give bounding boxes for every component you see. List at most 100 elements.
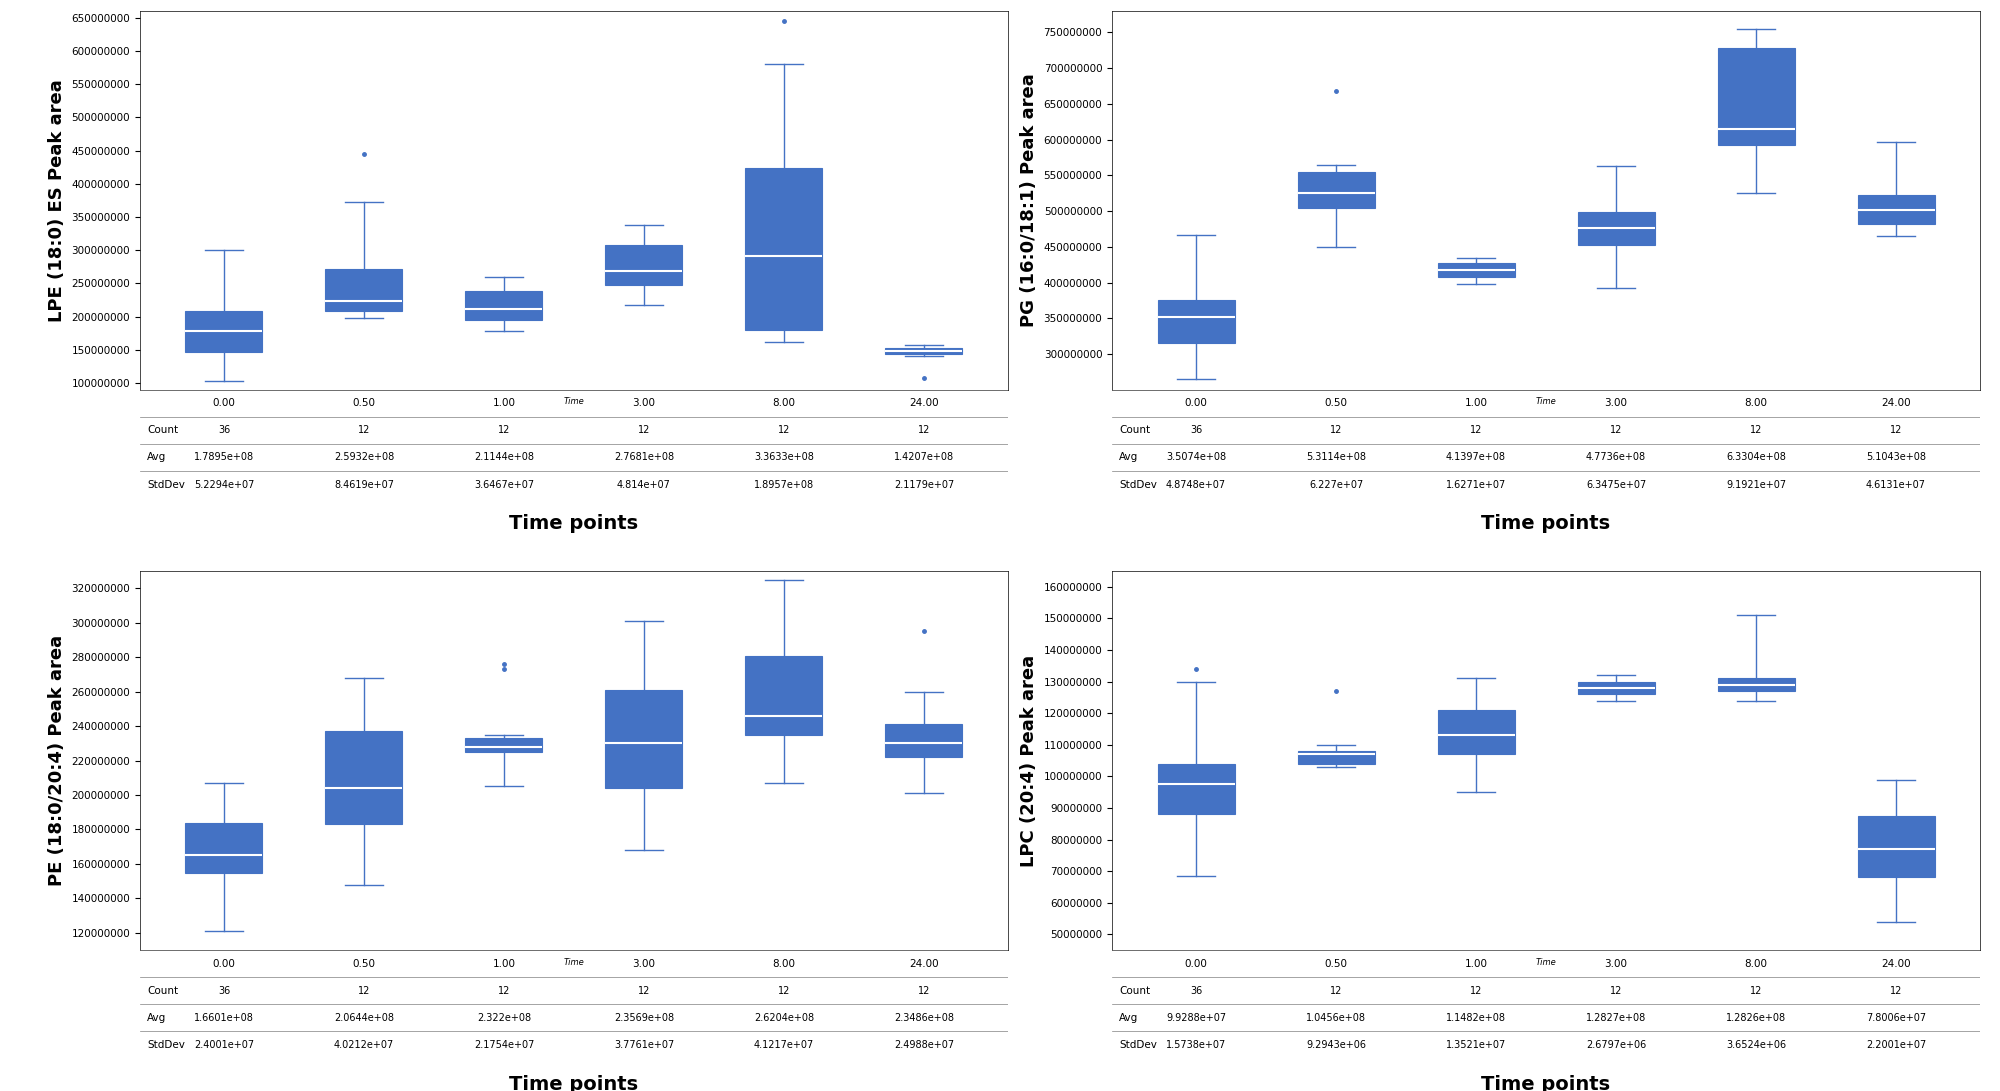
Text: 36: 36 xyxy=(218,425,230,435)
Text: 9.1921e+07: 9.1921e+07 xyxy=(1726,480,1786,490)
Text: 12: 12 xyxy=(1750,985,1762,996)
PathPatch shape xyxy=(1718,48,1794,145)
Y-axis label: LPE (18:0) ES Peak area: LPE (18:0) ES Peak area xyxy=(48,79,66,322)
Text: 3.00: 3.00 xyxy=(1604,398,1628,408)
Text: 0.50: 0.50 xyxy=(352,959,376,969)
Text: 12: 12 xyxy=(358,985,370,996)
Text: 12: 12 xyxy=(778,425,790,435)
Text: 8.00: 8.00 xyxy=(1744,959,1768,969)
Text: 2.7681e+08: 2.7681e+08 xyxy=(614,453,674,463)
Text: Avg: Avg xyxy=(146,1012,166,1022)
PathPatch shape xyxy=(746,168,822,329)
Text: 2.3486e+08: 2.3486e+08 xyxy=(894,1012,954,1022)
Text: Count: Count xyxy=(1120,425,1150,435)
Text: 1.00: 1.00 xyxy=(1464,398,1488,408)
Text: 2.2001e+07: 2.2001e+07 xyxy=(1866,1040,1926,1050)
Text: 1.00: 1.00 xyxy=(492,959,516,969)
Text: 2.322e+08: 2.322e+08 xyxy=(476,1012,532,1022)
Text: Count: Count xyxy=(146,985,178,996)
Text: 4.6131e+07: 4.6131e+07 xyxy=(1866,480,1926,490)
PathPatch shape xyxy=(466,739,542,752)
Text: 9.2943e+06: 9.2943e+06 xyxy=(1306,1040,1366,1050)
Text: 2.3569e+08: 2.3569e+08 xyxy=(614,1012,674,1022)
PathPatch shape xyxy=(1718,679,1794,691)
Text: 5.2294e+07: 5.2294e+07 xyxy=(194,480,254,490)
PathPatch shape xyxy=(326,731,402,825)
Text: Time points: Time points xyxy=(1482,514,1610,533)
Text: 2.1754e+07: 2.1754e+07 xyxy=(474,1040,534,1050)
Text: 12: 12 xyxy=(498,425,510,435)
Text: StdDev: StdDev xyxy=(1120,480,1156,490)
Text: 0.00: 0.00 xyxy=(212,398,236,408)
Text: 12: 12 xyxy=(918,425,930,435)
Text: Count: Count xyxy=(146,425,178,435)
PathPatch shape xyxy=(1858,194,1934,224)
PathPatch shape xyxy=(326,268,402,311)
Text: 6.3304e+08: 6.3304e+08 xyxy=(1726,453,1786,463)
Text: 12: 12 xyxy=(638,985,650,996)
PathPatch shape xyxy=(1438,710,1514,754)
Text: 12: 12 xyxy=(358,425,370,435)
Text: 1.7895e+08: 1.7895e+08 xyxy=(194,453,254,463)
Text: 8.00: 8.00 xyxy=(1744,398,1768,408)
PathPatch shape xyxy=(1158,764,1234,814)
PathPatch shape xyxy=(186,823,262,873)
Text: StdDev: StdDev xyxy=(1120,1040,1156,1050)
Text: 12: 12 xyxy=(1610,425,1622,435)
Text: 1.5738e+07: 1.5738e+07 xyxy=(1166,1040,1226,1050)
Text: 1.6271e+07: 1.6271e+07 xyxy=(1446,480,1506,490)
Text: 0.00: 0.00 xyxy=(1184,959,1208,969)
Text: 1.3521e+07: 1.3521e+07 xyxy=(1446,1040,1506,1050)
Text: 3.00: 3.00 xyxy=(632,398,656,408)
PathPatch shape xyxy=(746,656,822,734)
Y-axis label: PG (16:0/18:1) Peak area: PG (16:0/18:1) Peak area xyxy=(1020,73,1038,327)
Text: 8.00: 8.00 xyxy=(772,398,796,408)
PathPatch shape xyxy=(606,690,682,788)
Text: 5.3114e+08: 5.3114e+08 xyxy=(1306,453,1366,463)
Text: Avg: Avg xyxy=(1120,1012,1138,1022)
Text: 1.8957e+08: 1.8957e+08 xyxy=(754,480,814,490)
Text: Time points: Time points xyxy=(510,514,638,533)
Text: StdDev: StdDev xyxy=(146,1040,184,1050)
Text: 36: 36 xyxy=(1190,425,1202,435)
Text: 3.00: 3.00 xyxy=(632,959,656,969)
Text: StdDev: StdDev xyxy=(146,480,184,490)
PathPatch shape xyxy=(886,348,962,353)
PathPatch shape xyxy=(606,244,682,286)
Text: Time: Time xyxy=(1536,397,1556,406)
Text: Avg: Avg xyxy=(146,453,166,463)
Text: 1.2826e+08: 1.2826e+08 xyxy=(1726,1012,1786,1022)
PathPatch shape xyxy=(886,724,962,757)
Text: 3.00: 3.00 xyxy=(1604,959,1628,969)
Text: 24.00: 24.00 xyxy=(910,398,938,408)
Text: 3.5074e+08: 3.5074e+08 xyxy=(1166,453,1226,463)
Text: Time points: Time points xyxy=(1482,1075,1610,1091)
Text: Time: Time xyxy=(1536,958,1556,967)
Text: 1.0456e+08: 1.0456e+08 xyxy=(1306,1012,1366,1022)
Text: 3.3633e+08: 3.3633e+08 xyxy=(754,453,814,463)
Text: 0.00: 0.00 xyxy=(212,959,236,969)
Text: 24.00: 24.00 xyxy=(910,959,938,969)
Text: 4.7736e+08: 4.7736e+08 xyxy=(1586,453,1646,463)
Text: 8.00: 8.00 xyxy=(772,959,796,969)
Text: 12: 12 xyxy=(638,425,650,435)
Text: Time points: Time points xyxy=(510,1075,638,1091)
Text: 1.6601e+08: 1.6601e+08 xyxy=(194,1012,254,1022)
Text: 12: 12 xyxy=(1330,425,1342,435)
Text: Avg: Avg xyxy=(1120,453,1138,463)
Text: 3.6467e+07: 3.6467e+07 xyxy=(474,480,534,490)
Text: 1.00: 1.00 xyxy=(1464,959,1488,969)
PathPatch shape xyxy=(466,291,542,320)
Text: 2.1179e+07: 2.1179e+07 xyxy=(894,480,954,490)
PathPatch shape xyxy=(1438,263,1514,277)
Text: 1.2827e+08: 1.2827e+08 xyxy=(1586,1012,1646,1022)
Text: 8.4619e+07: 8.4619e+07 xyxy=(334,480,394,490)
Text: 12: 12 xyxy=(1610,985,1622,996)
Text: 7.8006e+07: 7.8006e+07 xyxy=(1866,1012,1926,1022)
Text: 4.8748e+07: 4.8748e+07 xyxy=(1166,480,1226,490)
Text: 12: 12 xyxy=(1890,985,1902,996)
Text: 12: 12 xyxy=(1330,985,1342,996)
Text: 0.50: 0.50 xyxy=(1324,398,1348,408)
Text: 36: 36 xyxy=(218,985,230,996)
Text: 24.00: 24.00 xyxy=(1882,959,1910,969)
